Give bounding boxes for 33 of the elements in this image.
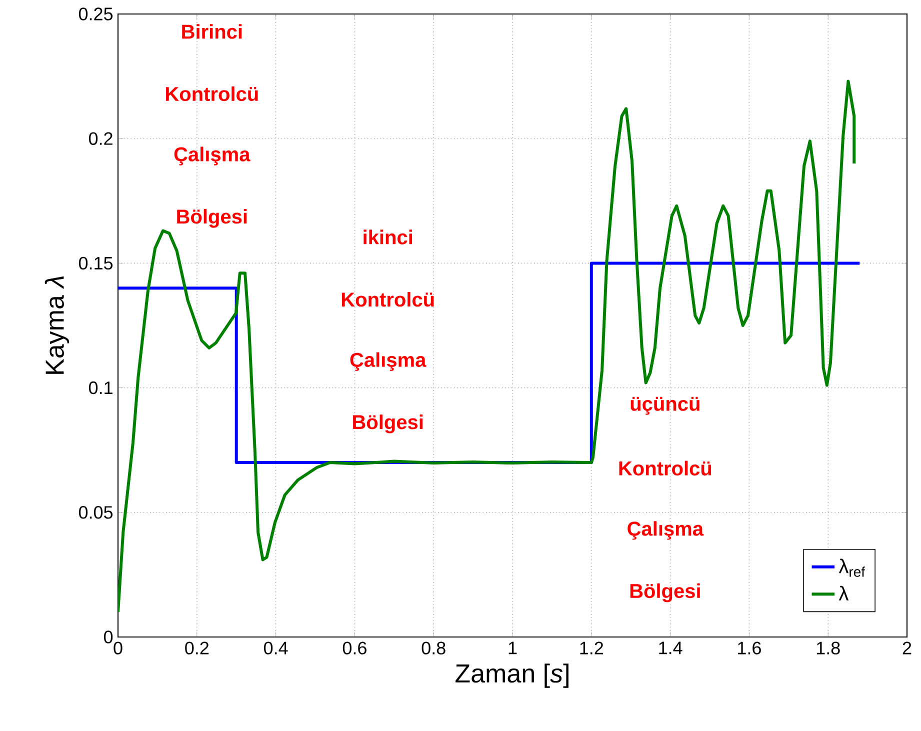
x-tick-label: 2 bbox=[902, 642, 912, 654]
x-tick-label: 0.4 bbox=[264, 642, 288, 654]
x-tick-label: 0 bbox=[114, 642, 122, 654]
annotation: Çalışma bbox=[174, 146, 250, 166]
y-tick-label: 0.15 bbox=[78, 256, 113, 270]
y-tick-label: 0 bbox=[104, 630, 113, 644]
x-axis-title: Zaman [s] bbox=[456, 664, 568, 688]
annotation: ikinci bbox=[364, 230, 412, 244]
x-tick-label: 1 bbox=[508, 642, 517, 654]
annotation: Birinci bbox=[182, 24, 242, 39]
y-tick-label: 0.25 bbox=[78, 8, 113, 20]
legend-label: λ bbox=[838, 586, 849, 600]
legend-label: λ$_{ref}$ bbox=[838, 558, 866, 577]
annotation: Kontrolcü bbox=[342, 292, 434, 307]
annotation: Bölgesi bbox=[177, 208, 247, 228]
annotation: Kontrolcü bbox=[619, 460, 712, 476]
x-tick-label: 1.2 bbox=[580, 642, 604, 654]
annotation: Bölgesi bbox=[630, 583, 700, 602]
x-tick-label: 0.8 bbox=[422, 642, 446, 654]
annotation: Çalışma bbox=[628, 521, 704, 540]
x-tick-label: 0.6 bbox=[342, 642, 366, 654]
y-axis-title: Kayma λ bbox=[44, 276, 70, 374]
annotation: Kontrolcü bbox=[166, 86, 258, 102]
y-tick-label: 0.2 bbox=[88, 132, 112, 145]
x-tick-label: 1.6 bbox=[738, 642, 761, 654]
x-tick-label: 0.2 bbox=[185, 642, 209, 654]
x-tick-label: 1.8 bbox=[816, 642, 840, 654]
y-tick-label: 0.05 bbox=[78, 506, 113, 519]
annotation: üçüncü bbox=[630, 396, 700, 415]
annotation: Bölgesi bbox=[353, 414, 423, 434]
x-tick-label: 1.4 bbox=[659, 642, 682, 654]
y-tick-label: 0.1 bbox=[88, 381, 112, 394]
annotation: Çalışma bbox=[350, 352, 426, 371]
